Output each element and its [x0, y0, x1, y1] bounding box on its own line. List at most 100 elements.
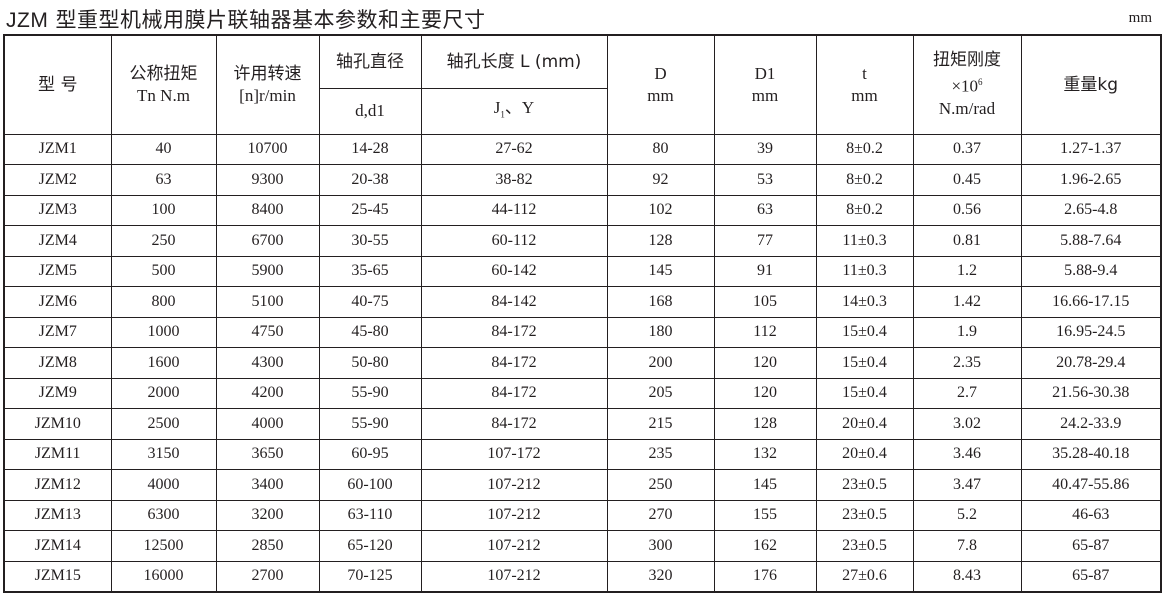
cell-weight: 16.95-24.5: [1020, 316, 1162, 348]
cell-D1: 77: [713, 225, 817, 257]
cell-model: JZM12: [3, 469, 112, 501]
cell-bore-length: 107-172: [420, 438, 608, 470]
table-row: JZM10 2500 4000 55-90 84-172 215 128 20±0.4 3.02…: [3, 408, 1162, 440]
cell-stiffness: 0.37: [912, 133, 1022, 165]
cell-bore-length: 38-82: [420, 164, 608, 196]
cell-stiffness: 1.9: [912, 316, 1022, 348]
header-bore-diameter: 轴孔直径: [318, 34, 422, 89]
cell-bore-length: 27-62: [420, 133, 608, 165]
cell-D: 235: [606, 438, 715, 470]
header-bore-diameter-sub: d,d1: [318, 87, 422, 135]
cell-speed: 5100: [215, 286, 320, 318]
header-bore-length-sub: J1、Y: [420, 87, 608, 135]
cell-torque: 1600: [110, 347, 217, 379]
cell-t: 8±0.2: [815, 133, 914, 165]
cell-D: 250: [606, 469, 715, 501]
cell-weight: 24.2-33.9: [1020, 408, 1162, 440]
table-row: JZM2 63 9300 20-38 38-82 92 53 8±0.2 0.45 1.96-2.…: [3, 164, 1162, 196]
cell-D1: 162: [713, 530, 817, 562]
cell-D: 205: [606, 377, 715, 409]
cell-D1: 120: [713, 347, 817, 379]
cell-D: 128: [606, 225, 715, 257]
cell-stiffness: 1.42: [912, 286, 1022, 318]
cell-t: 27±0.6: [815, 560, 914, 593]
cell-weight: 20.78-29.4: [1020, 347, 1162, 379]
cell-bore-diameter: 55-90: [318, 377, 422, 409]
cell-speed: 9300: [215, 164, 320, 196]
cell-speed: 10700: [215, 133, 320, 165]
cell-stiffness: 0.81: [912, 225, 1022, 257]
cell-D1: 112: [713, 316, 817, 348]
cell-model: JZM1: [3, 133, 112, 165]
cell-D: 270: [606, 499, 715, 531]
table-row: JZM7 1000 4750 45-80 84-172 180 112 15±0.4 1.9 16…: [3, 316, 1162, 348]
cell-D: 300: [606, 530, 715, 562]
cell-torque: 3150: [110, 438, 217, 470]
cell-stiffness: 2.35: [912, 347, 1022, 379]
cell-torque: 2000: [110, 377, 217, 409]
table-row: JZM8 1600 4300 50-80 84-172 200 120 15±0.4 2.35 2…: [3, 347, 1162, 379]
cell-D: 215: [606, 408, 715, 440]
table-row: JZM14 12500 2850 65-120 107-212 300 162 23±0.5 7…: [3, 530, 1162, 562]
cell-D: 92: [606, 164, 715, 196]
cell-bore-diameter: 25-45: [318, 194, 422, 226]
table-row: JZM4 250 6700 30-55 60-112 128 77 11±0.3 0.81 5.8…: [3, 225, 1162, 257]
cell-model: JZM9: [3, 377, 112, 409]
cell-model: JZM11: [3, 438, 112, 470]
cell-speed: 6700: [215, 225, 320, 257]
cell-D1: 120: [713, 377, 817, 409]
cell-weight: 40.47-55.86: [1020, 469, 1162, 501]
cell-weight: 5.88-7.64: [1020, 225, 1162, 257]
cell-stiffness: 3.02: [912, 408, 1022, 440]
cell-bore-length: 84-172: [420, 316, 608, 348]
cell-weight: 1.27-1.37: [1020, 133, 1162, 165]
cell-weight: 1.96-2.65: [1020, 164, 1162, 196]
header-speed: 许用转速 [n]r/min: [215, 34, 320, 135]
cell-stiffness: 1.2: [912, 255, 1022, 287]
cell-bore-diameter: 60-100: [318, 469, 422, 501]
cell-D: 145: [606, 255, 715, 287]
cell-D1: 39: [713, 133, 817, 165]
cell-speed: 3650: [215, 438, 320, 470]
cell-model: JZM14: [3, 530, 112, 562]
cell-stiffness: 2.7: [912, 377, 1022, 409]
cell-t: 14±0.3: [815, 286, 914, 318]
header-D1: D1 mm: [713, 34, 817, 135]
header-model: 型 号: [3, 34, 112, 135]
cell-stiffness: 3.46: [912, 438, 1022, 470]
cell-bore-diameter: 65-120: [318, 530, 422, 562]
cell-speed: 2700: [215, 560, 320, 593]
table-row: JZM3 100 8400 25-45 44-112 102 63 8±0.2 0.56 2.65…: [3, 194, 1162, 226]
cell-model: JZM5: [3, 255, 112, 287]
unit-label: mm: [1128, 10, 1152, 26]
cell-t: 15±0.4: [815, 377, 914, 409]
cell-t: 11±0.3: [815, 225, 914, 257]
cell-model: JZM2: [3, 164, 112, 196]
cell-D1: 145: [713, 469, 817, 501]
cell-t: 8±0.2: [815, 194, 914, 226]
cell-D: 320: [606, 560, 715, 593]
parameters-table: 型 号 公称扭矩 Tn N.m 许用转速 [n]r/min 轴孔直径 轴孔长度 L …: [3, 34, 1162, 593]
cell-bore-diameter: 63-110: [318, 499, 422, 531]
header-bore-length: 轴孔长度 L (mm): [420, 34, 608, 89]
cell-speed: 2850: [215, 530, 320, 562]
title-code: JZM: [6, 9, 49, 32]
cell-t: 11±0.3: [815, 255, 914, 287]
header-torque: 公称扭矩 Tn N.m: [110, 34, 217, 135]
cell-torque: 500: [110, 255, 217, 287]
cell-model: JZM10: [3, 408, 112, 440]
cell-D1: 63: [713, 194, 817, 226]
cell-D1: 128: [713, 408, 817, 440]
cell-torque: 63: [110, 164, 217, 196]
cell-D: 168: [606, 286, 715, 318]
cell-bore-length: 84-172: [420, 408, 608, 440]
cell-bore-diameter: 30-55: [318, 225, 422, 257]
cell-t: 15±0.4: [815, 347, 914, 379]
cell-bore-diameter: 70-125: [318, 560, 422, 593]
cell-t: 23±0.5: [815, 469, 914, 501]
cell-speed: 4750: [215, 316, 320, 348]
cell-D: 200: [606, 347, 715, 379]
cell-D: 180: [606, 316, 715, 348]
cell-t: 15±0.4: [815, 316, 914, 348]
